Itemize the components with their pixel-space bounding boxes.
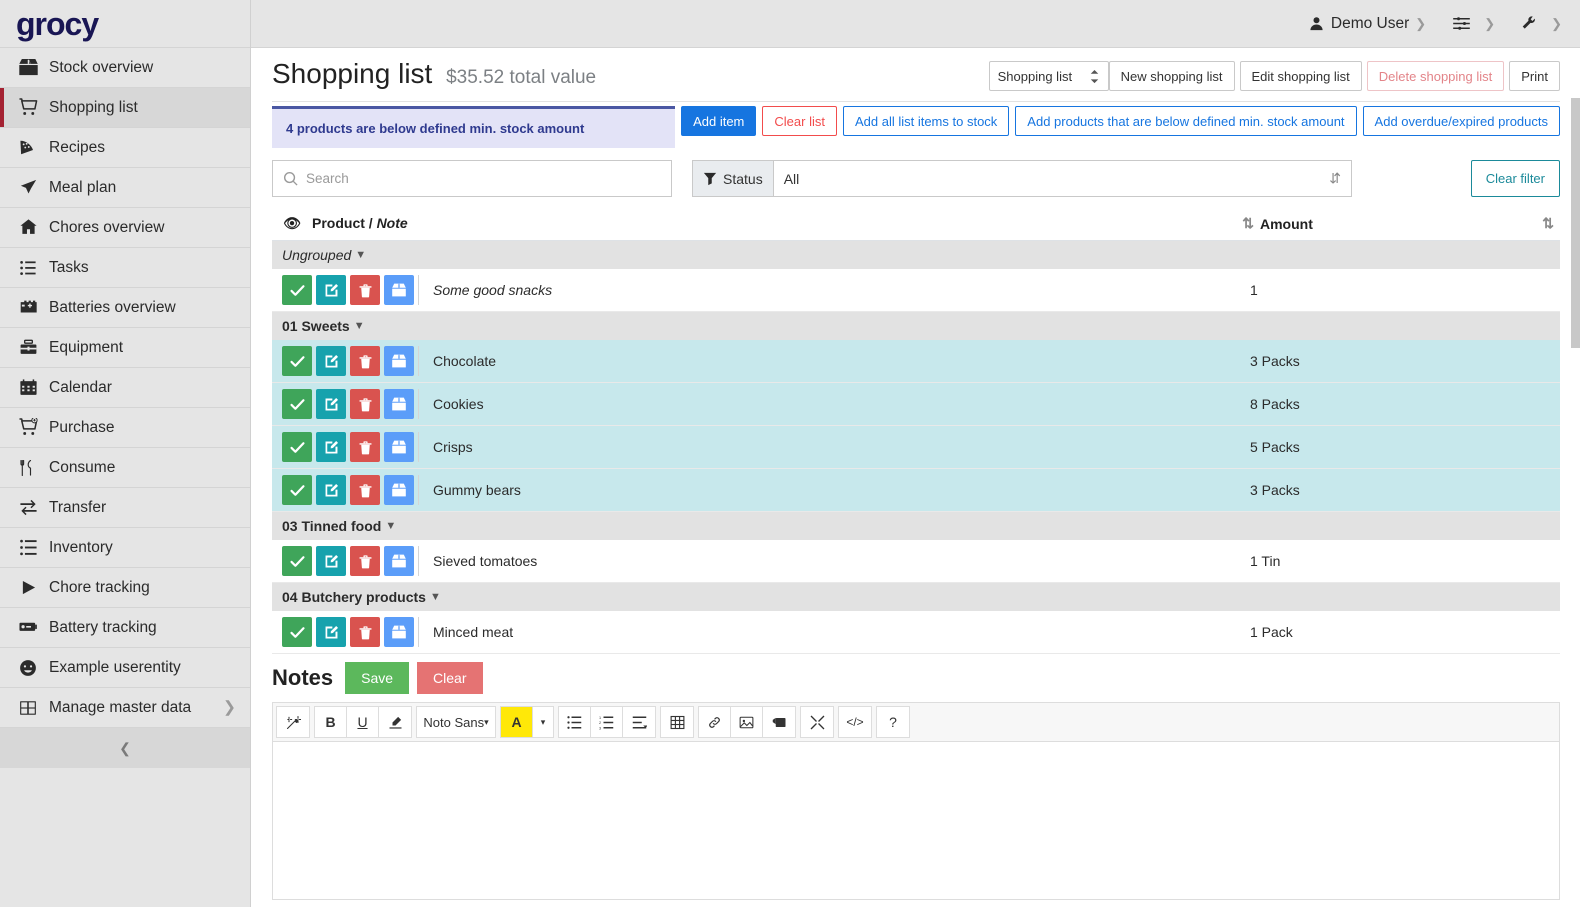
svg-text:1: 1 <box>599 715 601 719</box>
svg-text:3: 3 <box>599 726 601 730</box>
svg-text:2: 2 <box>599 721 601 725</box>
